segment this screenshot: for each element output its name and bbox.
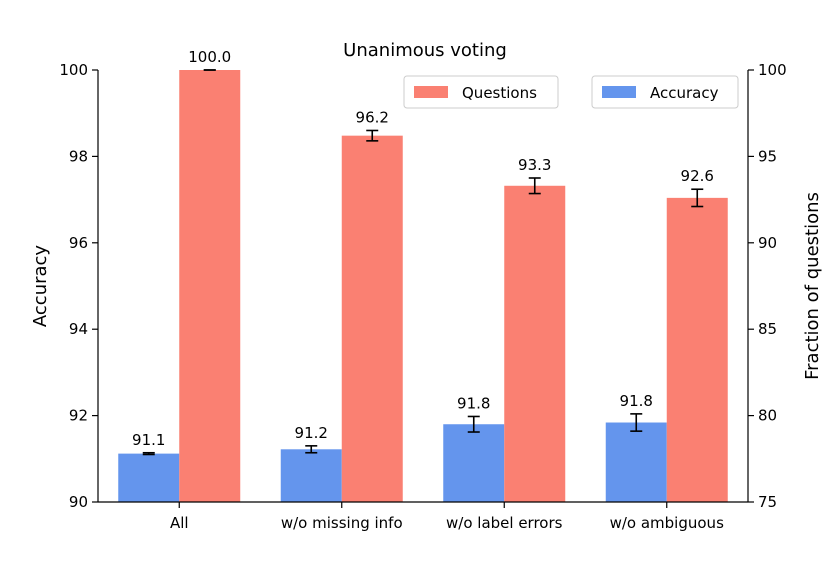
- data-label-questions-3: 92.6: [681, 167, 714, 185]
- legend-swatch: [414, 86, 448, 98]
- data-label-questions-1: 96.2: [356, 108, 389, 126]
- error-bar-questions-2: [528, 177, 541, 195]
- y-tick-label-right: 90: [758, 234, 777, 252]
- data-label-accuracy-1: 91.2: [295, 424, 328, 442]
- y-axis-label-right: Fraction of questions: [802, 192, 823, 380]
- y-tick-label-left: 92: [69, 407, 88, 425]
- data-label-accuracy-3: 91.8: [620, 392, 653, 410]
- bar-accuracy-3: [605, 422, 667, 502]
- y-tick-label-right: 75: [758, 493, 777, 511]
- data-label-accuracy-0: 91.1: [132, 431, 165, 449]
- y-axis-label-left: Accuracy: [30, 245, 51, 328]
- bar-accuracy-2: [443, 424, 505, 502]
- bar-questions-3: [666, 197, 728, 502]
- bar-questions-1: [341, 135, 403, 502]
- error-bar-accuracy-3: [630, 413, 643, 432]
- x-tick-label: w/o missing info: [281, 514, 403, 532]
- legend-label: Accuracy: [650, 84, 719, 102]
- y-tick-label-left: 96: [69, 234, 88, 252]
- axes-group: 90 92 94 96 98 100 75 80 85 90 95 100 All w/o missing…: [59, 61, 786, 532]
- legend-swatch: [602, 86, 636, 98]
- data-label-questions-0: 100.0: [188, 48, 231, 66]
- x-tick-label: w/o label errors: [446, 514, 563, 532]
- error-bar-accuracy-0: [142, 451, 155, 456]
- y-tick-label-left: 100: [59, 61, 88, 79]
- x-tick-label: All: [170, 514, 189, 532]
- bar-accuracy-1: [280, 449, 342, 502]
- error-bar-questions-1: [366, 129, 379, 142]
- y-tick-label-left: 94: [69, 320, 88, 338]
- y-tick-label-left: 98: [69, 147, 88, 165]
- error-bar-accuracy-1: [305, 445, 318, 454]
- y-tick-label-right: 100: [758, 61, 787, 79]
- error-bar-questions-3: [691, 188, 704, 208]
- error-bar-accuracy-2: [467, 415, 480, 433]
- y-tick-label-right: 80: [758, 407, 777, 425]
- y-tick-label-left: 90: [69, 493, 88, 511]
- y-tick-label-right: 95: [758, 147, 777, 165]
- data-label-questions-2: 93.3: [518, 156, 551, 174]
- legend-accuracy: Accuracy: [591, 75, 739, 109]
- bars-group: 91.1 91.2 91.8 91.8 100.0 96.2 93.3 92.6: [118, 48, 728, 502]
- legend-label: Questions: [462, 84, 537, 102]
- legend-group: Questions Accuracy: [403, 75, 739, 109]
- legend-box: [403, 75, 559, 109]
- legend-box: [591, 75, 739, 109]
- chart-title: Unanimous voting: [343, 40, 507, 61]
- x-tick-label: w/o ambiguous: [610, 514, 724, 532]
- bar-accuracy-0: [118, 453, 180, 502]
- legend-questions: Questions: [403, 75, 559, 109]
- bar-questions-2: [504, 185, 566, 502]
- data-label-accuracy-2: 91.8: [457, 394, 490, 412]
- bar-questions-0: [179, 70, 241, 502]
- y-tick-label-right: 85: [758, 320, 777, 338]
